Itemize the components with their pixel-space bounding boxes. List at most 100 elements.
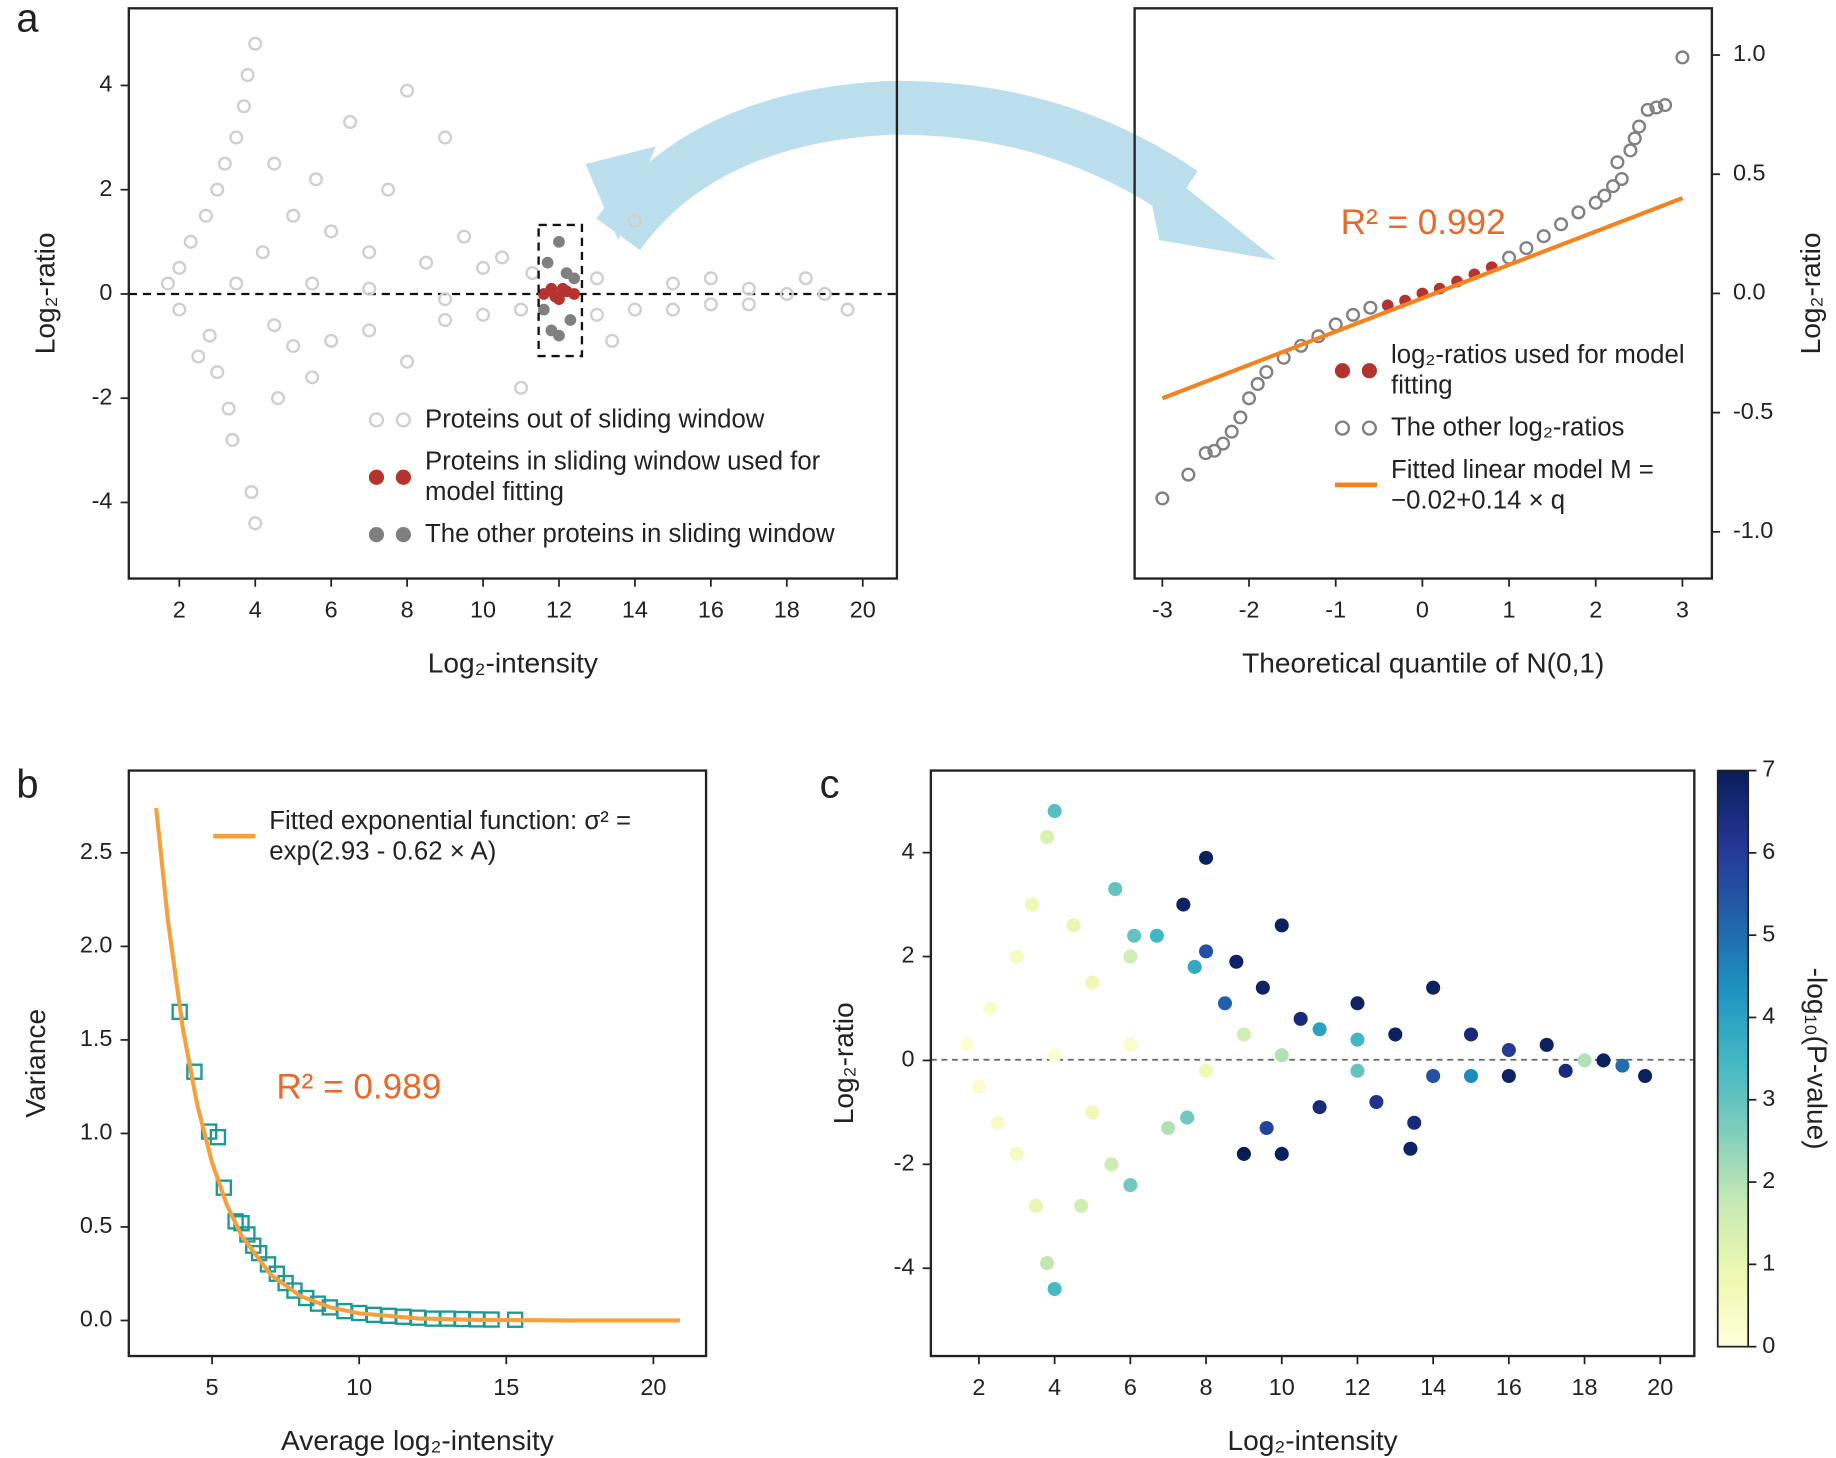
legend-dot [1334, 419, 1351, 436]
legend-text: Proteins out of sliding window [425, 404, 765, 434]
point [240, 67, 255, 83]
point [1369, 1094, 1384, 1110]
x-tick-label: 20 [850, 597, 876, 623]
point [270, 391, 286, 406]
point [1274, 918, 1289, 933]
point [362, 323, 377, 338]
legend: Fitted exponential function: σ² = exp(2.… [213, 806, 631, 865]
point [514, 380, 529, 395]
point [400, 354, 415, 369]
point [1207, 443, 1222, 458]
point [324, 224, 339, 239]
x-tick-label: 10 [470, 597, 496, 623]
legend-marker [1334, 482, 1391, 488]
legend-dot [368, 526, 385, 542]
colorbar-tick-label: 5 [1762, 920, 1775, 946]
point [1640, 102, 1655, 117]
point [1274, 1146, 1289, 1161]
x-tick-label: 14 [622, 597, 648, 623]
point [1610, 155, 1625, 170]
y-tick-label: -4 [92, 488, 113, 514]
x-tick-label: 8 [401, 597, 414, 623]
x-axis-label: Log₂-intensity [428, 648, 598, 679]
fit-line [1161, 196, 1684, 401]
point [438, 130, 453, 145]
point [191, 349, 206, 364]
legend-text: The other log₂-ratios [1391, 412, 1625, 442]
point [255, 245, 270, 260]
point [209, 1128, 227, 1146]
point [1350, 996, 1365, 1011]
point [1623, 143, 1638, 158]
point [525, 266, 540, 281]
legend-entry: The other proteins in sliding window [368, 519, 896, 549]
legend: log₂-ratios used for model fitting The ot… [1334, 340, 1685, 514]
point [779, 286, 794, 301]
x-tick-label: 1 [1503, 597, 1516, 623]
annotation: R² = 0.989 [276, 1067, 441, 1106]
point [1312, 1100, 1327, 1115]
point [1274, 1048, 1289, 1063]
point [627, 302, 642, 317]
y-tick-label: 2 [901, 942, 914, 968]
point [1426, 980, 1441, 995]
point [1040, 830, 1055, 845]
colorbar-tick-label: 6 [1762, 838, 1775, 864]
point [1577, 1053, 1592, 1068]
point [1236, 1027, 1251, 1042]
axes-frame [1133, 7, 1714, 580]
point [1638, 1068, 1653, 1084]
point [665, 276, 680, 291]
point [1199, 850, 1214, 865]
point [1161, 1120, 1176, 1135]
point [1155, 491, 1170, 506]
legend-dot [1361, 362, 1377, 378]
x-axis-label: Log₂-intensity [1227, 1425, 1397, 1456]
point [556, 282, 569, 295]
point [1127, 928, 1142, 943]
point [1346, 307, 1361, 322]
legend-marker [368, 411, 425, 427]
point [1123, 1178, 1138, 1193]
x-tick-label: 10 [346, 1374, 372, 1400]
colorbar-tick-label: 7 [1762, 756, 1775, 782]
point [703, 271, 718, 286]
point [1615, 1058, 1630, 1073]
point [537, 303, 550, 316]
point [589, 307, 604, 322]
legend-dot [395, 469, 411, 485]
y-axis-label: Log₂-ratio [29, 233, 60, 355]
point [1558, 1063, 1573, 1078]
connector-arrow-head [1141, 152, 1277, 261]
legend-dot [368, 411, 385, 427]
point [1606, 179, 1621, 194]
point [1199, 944, 1214, 959]
point [362, 281, 377, 296]
point [244, 484, 259, 500]
point [298, 1289, 315, 1307]
sliding-window-box [537, 223, 584, 358]
point [983, 1001, 998, 1016]
point [217, 156, 232, 171]
point [1224, 424, 1239, 439]
point [305, 370, 320, 385]
y-tick-label: -1.0 [1733, 517, 1773, 543]
legend-entry: Proteins in sliding window used for mode… [368, 446, 896, 507]
point [1426, 1068, 1441, 1084]
x-tick-label: 15 [493, 1374, 519, 1400]
point [1596, 1053, 1611, 1068]
x-tick-label: 6 [325, 597, 338, 623]
connector-arrow-tail [585, 146, 656, 241]
x-tick-label: 20 [1647, 1374, 1673, 1400]
point [210, 365, 225, 380]
point [1614, 171, 1629, 187]
point [1407, 1115, 1422, 1130]
legend-line [1334, 482, 1377, 488]
point [1233, 410, 1248, 425]
point [1066, 918, 1081, 933]
y-tick-label: 0.5 [1733, 159, 1766, 185]
point [1350, 1032, 1365, 1047]
point [221, 401, 236, 416]
point [236, 99, 251, 114]
